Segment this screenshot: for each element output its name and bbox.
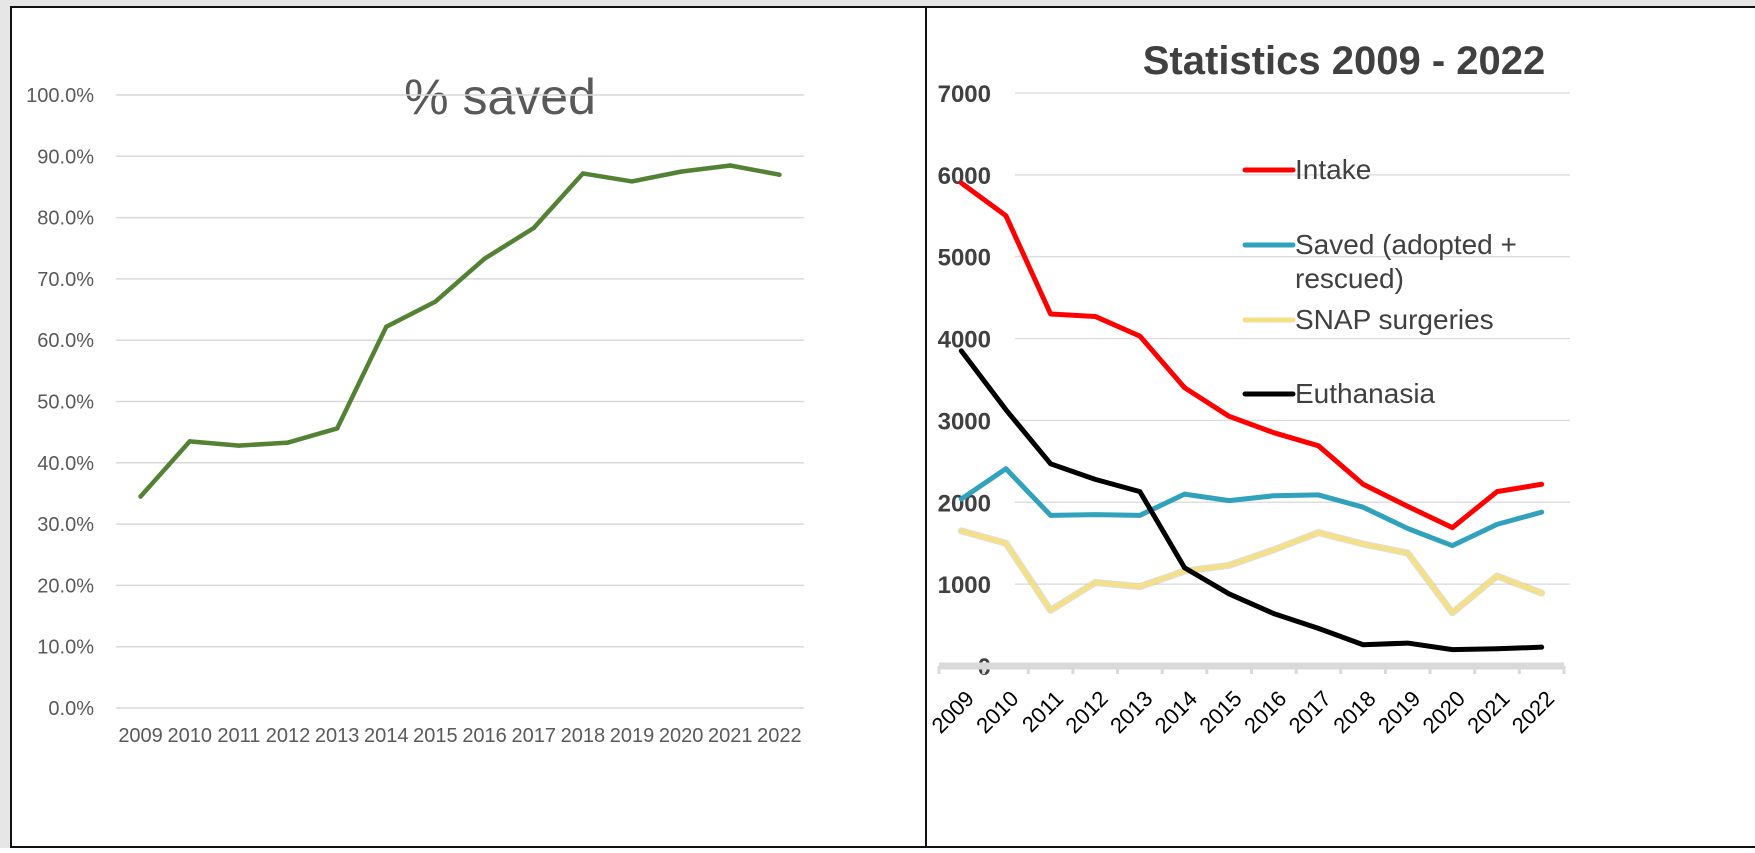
x-tick-label: 2020: [1418, 686, 1470, 738]
series-line-percent-saved: [138, 163, 782, 499]
x-axis: [937, 662, 1566, 674]
legend-label-intake: Intake: [1295, 154, 1371, 185]
gridlines: [1015, 92, 1570, 585]
y-tick-label: 40.0%: [37, 453, 94, 475]
series-line-saved-adopted-rescued: [958, 466, 1545, 549]
x-tick-label: 2013: [1105, 686, 1157, 738]
legend-label-saved-adopted-rescued: Saved (adopted + rescued): [1295, 229, 1517, 294]
window-top-edge: [0, 0, 1755, 6]
legend-label-snap-surgeries: SNAP surgeries: [1295, 304, 1494, 335]
y-tick-label: 100.0%: [26, 85, 94, 107]
data-point: [187, 439, 192, 444]
x-tick-label: 2020: [659, 725, 704, 747]
statistics-chart: Statistics 2009 - 2022 01000200030004000…: [927, 39, 1570, 738]
data-point: [334, 426, 340, 431]
x-tick-label: 2016: [1239, 686, 1291, 738]
x-tick-label: 2016: [462, 725, 507, 747]
x-tick-label: 2021: [1462, 686, 1514, 738]
y-tick-label: 60.0%: [37, 330, 94, 352]
gridlines: [116, 94, 804, 709]
data-point: [236, 443, 242, 448]
x-tick-label: 2015: [413, 725, 458, 747]
legend: Intake Saved (adopted + rescued) SNAP surge…: [1242, 154, 1517, 409]
data-point: [728, 163, 733, 168]
x-tick-label: 2015: [1194, 686, 1246, 738]
y-axis-tick-labels: 01000200030004000500060007000: [938, 81, 991, 681]
x-tick-label: 2011: [1017, 686, 1068, 737]
window-left-edge: [0, 0, 10, 848]
y-tick-label: 5000: [938, 245, 991, 272]
x-tick-label: 2019: [1373, 686, 1425, 738]
x-tick-label: 2018: [1328, 686, 1380, 738]
data-point: [531, 225, 536, 231]
data-point: [580, 171, 586, 176]
data-point: [433, 299, 438, 304]
x-tick-label: 2021: [708, 725, 753, 747]
x-tick-label: 2022: [757, 725, 802, 747]
x-axis-tick-labels: 2009201020112012201320142015201620172018…: [927, 686, 1560, 738]
x-tick-label: 2012: [266, 725, 311, 747]
right-chart-panel: Statistics 2009 - 2022 01000200030004000…: [925, 6, 1755, 848]
x-tick-label: 2014: [1150, 686, 1202, 738]
series-lines: [138, 163, 782, 499]
x-tick-label: 2014: [364, 725, 409, 747]
x-tick-label: 2010: [167, 725, 212, 747]
y-tick-label: 70.0%: [37, 269, 94, 291]
y-tick-label: 4000: [938, 327, 991, 354]
percent-saved-chart: % saved 0.0% 10.0% 20.0% 30.0% 40.0% 50.0% 60.…: [26, 69, 804, 747]
y-tick-label: 7000: [938, 81, 991, 108]
data-point: [777, 172, 782, 177]
legend-label-euthanasia: Euthanasia: [1295, 378, 1436, 409]
x-tick-label: 2009: [927, 686, 979, 738]
data-point: [285, 440, 291, 445]
series-line-snap-surgeries: [958, 528, 1545, 616]
y-tick-label: 0.0%: [48, 698, 94, 720]
x-tick-label: 2012: [1060, 686, 1112, 738]
chart-title: % saved: [404, 69, 596, 125]
left-chart-panel: % saved 0.0% 10.0% 20.0% 30.0% 40.0% 50.0% 60.…: [10, 6, 927, 848]
x-tick-label: 2010: [971, 686, 1023, 738]
x-tick-label: 2022: [1507, 686, 1559, 738]
data-point: [482, 256, 487, 261]
data-point: [678, 169, 684, 174]
y-axis-tick-labels: 0.0% 10.0% 20.0% 30.0% 40.0% 50.0% 60.0% 70.0% 8…: [26, 85, 94, 720]
y-tick-label: 80.0%: [37, 208, 94, 230]
y-tick-label: 50.0%: [37, 392, 94, 414]
x-tick-label: 2019: [610, 725, 655, 747]
y-tick-label: 3000: [938, 408, 991, 435]
y-tick-label: 30.0%: [37, 514, 94, 536]
x-tick-label: 2011: [217, 725, 260, 747]
y-tick-label: 90.0%: [37, 146, 94, 168]
x-tick-label: 2017: [1284, 686, 1336, 738]
series-lines: [957, 180, 1546, 653]
x-tick-label: 2018: [561, 725, 606, 747]
data-point: [629, 179, 635, 184]
chart-title: Statistics 2009 - 2022: [1143, 39, 1545, 83]
x-tick-label: 2017: [511, 725, 556, 747]
series-line-intake: [958, 180, 1545, 531]
y-tick-label: 1000: [938, 572, 991, 599]
y-tick-label: 20.0%: [37, 575, 94, 597]
data-point: [384, 324, 389, 329]
data-point: [138, 494, 143, 499]
series-line-euthanasia: [958, 348, 1545, 653]
y-tick-label: 10.0%: [37, 637, 94, 659]
x-tick-label: 2009: [118, 725, 163, 747]
x-tick-label: 2013: [315, 725, 360, 747]
